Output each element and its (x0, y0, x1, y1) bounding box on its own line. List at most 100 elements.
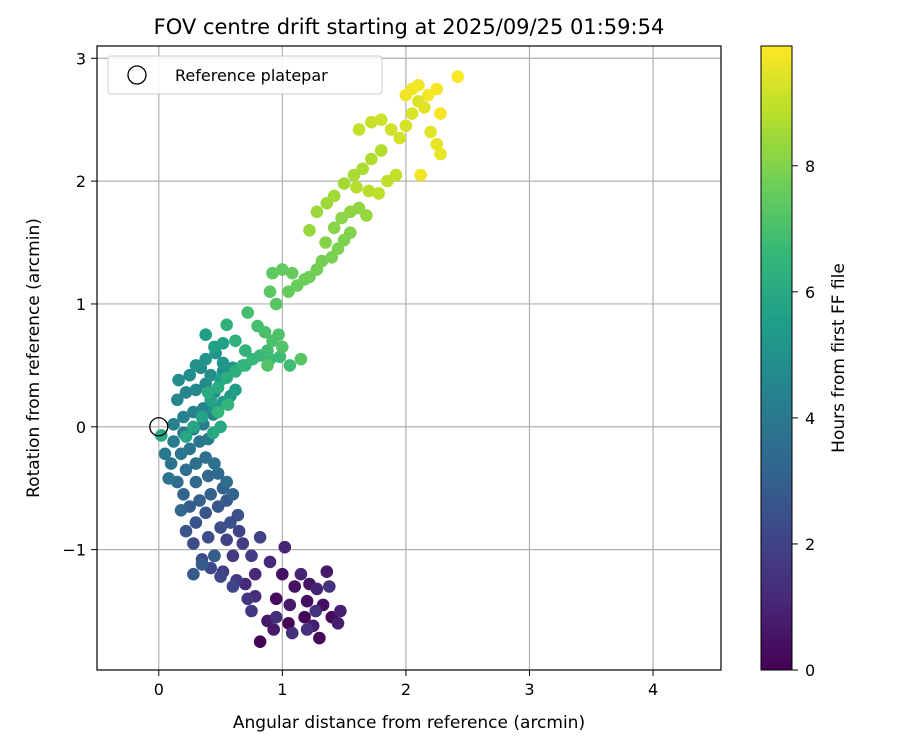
scatter-point (189, 475, 203, 489)
x-tick-label: 0 (154, 680, 164, 699)
scatter-point (241, 592, 254, 606)
scatter-point (294, 567, 308, 581)
colorbar-ticks: 0 2 4 6 8 (792, 157, 815, 680)
scatter-point (221, 398, 235, 412)
scatter-point (372, 187, 386, 200)
scatter-point (216, 356, 230, 370)
plot-frame (96, 45, 722, 671)
scatter-point (214, 570, 227, 583)
y-tick-label: −1 (62, 541, 86, 560)
scatter-point (241, 306, 254, 319)
scatter-point (269, 610, 283, 624)
scatter-point (303, 224, 316, 237)
colorbar: 0 2 4 6 8 Hours from first FF file (760, 45, 849, 680)
scatter-point (211, 467, 225, 480)
legend-box (107, 55, 383, 95)
scatter-point (199, 328, 212, 342)
scatter-point (352, 123, 366, 136)
scatter-point (261, 359, 274, 372)
scatter-point (315, 254, 329, 268)
scatter-point (206, 426, 220, 440)
scatter-point (350, 181, 363, 194)
scatter-point (327, 189, 341, 203)
scatter-point (179, 386, 193, 399)
scatter-point (261, 344, 274, 357)
scatter-point (347, 168, 361, 182)
y-axis-ticks: −1 0 1 2 3 (62, 49, 97, 560)
scatter-point (174, 504, 188, 517)
scatter-point (362, 184, 376, 198)
scatter-point (162, 472, 175, 485)
scatter-point (374, 113, 388, 126)
scatter-point (269, 297, 283, 311)
chart-title: FOV centre drift starting at 2025/09/25 … (154, 15, 665, 39)
scatter-point (298, 610, 311, 624)
scatter-point (276, 340, 289, 354)
scatter-point (167, 418, 180, 431)
x-axis-ticks: 0 1 2 3 4 (154, 670, 658, 699)
scatter-point (232, 524, 246, 538)
scatter-point (189, 516, 203, 529)
scatter-point (310, 582, 324, 596)
scatter-point (195, 410, 209, 424)
scatter-point (320, 565, 334, 578)
scatter-point (229, 334, 242, 348)
scatter-point (245, 549, 258, 563)
scatter-point (266, 266, 279, 280)
legend: Reference platepar (107, 55, 383, 95)
scatter-point (220, 318, 233, 332)
scatter-point (283, 598, 297, 612)
scatter-point (323, 580, 336, 593)
scatter-point (430, 138, 444, 151)
scatter-point (220, 475, 233, 489)
scatter-point (334, 604, 347, 618)
scatter-point (189, 383, 203, 397)
scatter-point (414, 168, 428, 182)
scatter-point (220, 371, 233, 385)
scatter-point (288, 580, 302, 593)
scatter-point (177, 410, 190, 424)
scatter-point (164, 457, 178, 470)
scatter-point (201, 386, 215, 399)
y-tick-label: 3 (76, 49, 86, 68)
scatter-point (204, 368, 217, 382)
scatter-point (384, 123, 398, 136)
scatter-point (177, 488, 190, 501)
scatter-point (179, 524, 193, 538)
scatter-point (245, 604, 258, 618)
scatter-point (211, 381, 225, 394)
scatter-point (269, 592, 283, 606)
scatter-point (276, 567, 289, 581)
scatter-point (282, 285, 295, 299)
scatter-point (258, 325, 272, 339)
scatter-point (172, 373, 185, 387)
scatter-point (365, 152, 378, 166)
scatter-point (327, 221, 341, 235)
scatter-point (393, 131, 407, 145)
scatter-point (282, 617, 295, 630)
x-tick-label: 3 (524, 680, 534, 699)
scatter-point (374, 144, 388, 157)
colorbar-label: Hours from first FF file (829, 263, 849, 453)
scatter-point (365, 115, 378, 129)
scatter-point (356, 162, 370, 176)
scatter-point (171, 393, 184, 407)
scatter-point (253, 531, 267, 544)
scatter-point (183, 442, 196, 456)
scatter-point (309, 604, 323, 618)
scatter-point (273, 350, 287, 364)
scatter-point (331, 617, 345, 630)
colorbar-tick-label: 2 (805, 535, 815, 554)
scatter-point (195, 558, 209, 571)
scatter-point (294, 352, 308, 366)
scatter-point (199, 506, 212, 520)
colorbar-tick-label: 6 (805, 283, 815, 302)
scatter-point (226, 488, 240, 501)
scatter-point (189, 457, 203, 470)
scatter-point (158, 447, 172, 461)
scatter-point (183, 368, 196, 382)
scatter-point (187, 537, 200, 550)
scatter-point (272, 328, 285, 342)
legend-label: Reference platepar (175, 66, 328, 85)
